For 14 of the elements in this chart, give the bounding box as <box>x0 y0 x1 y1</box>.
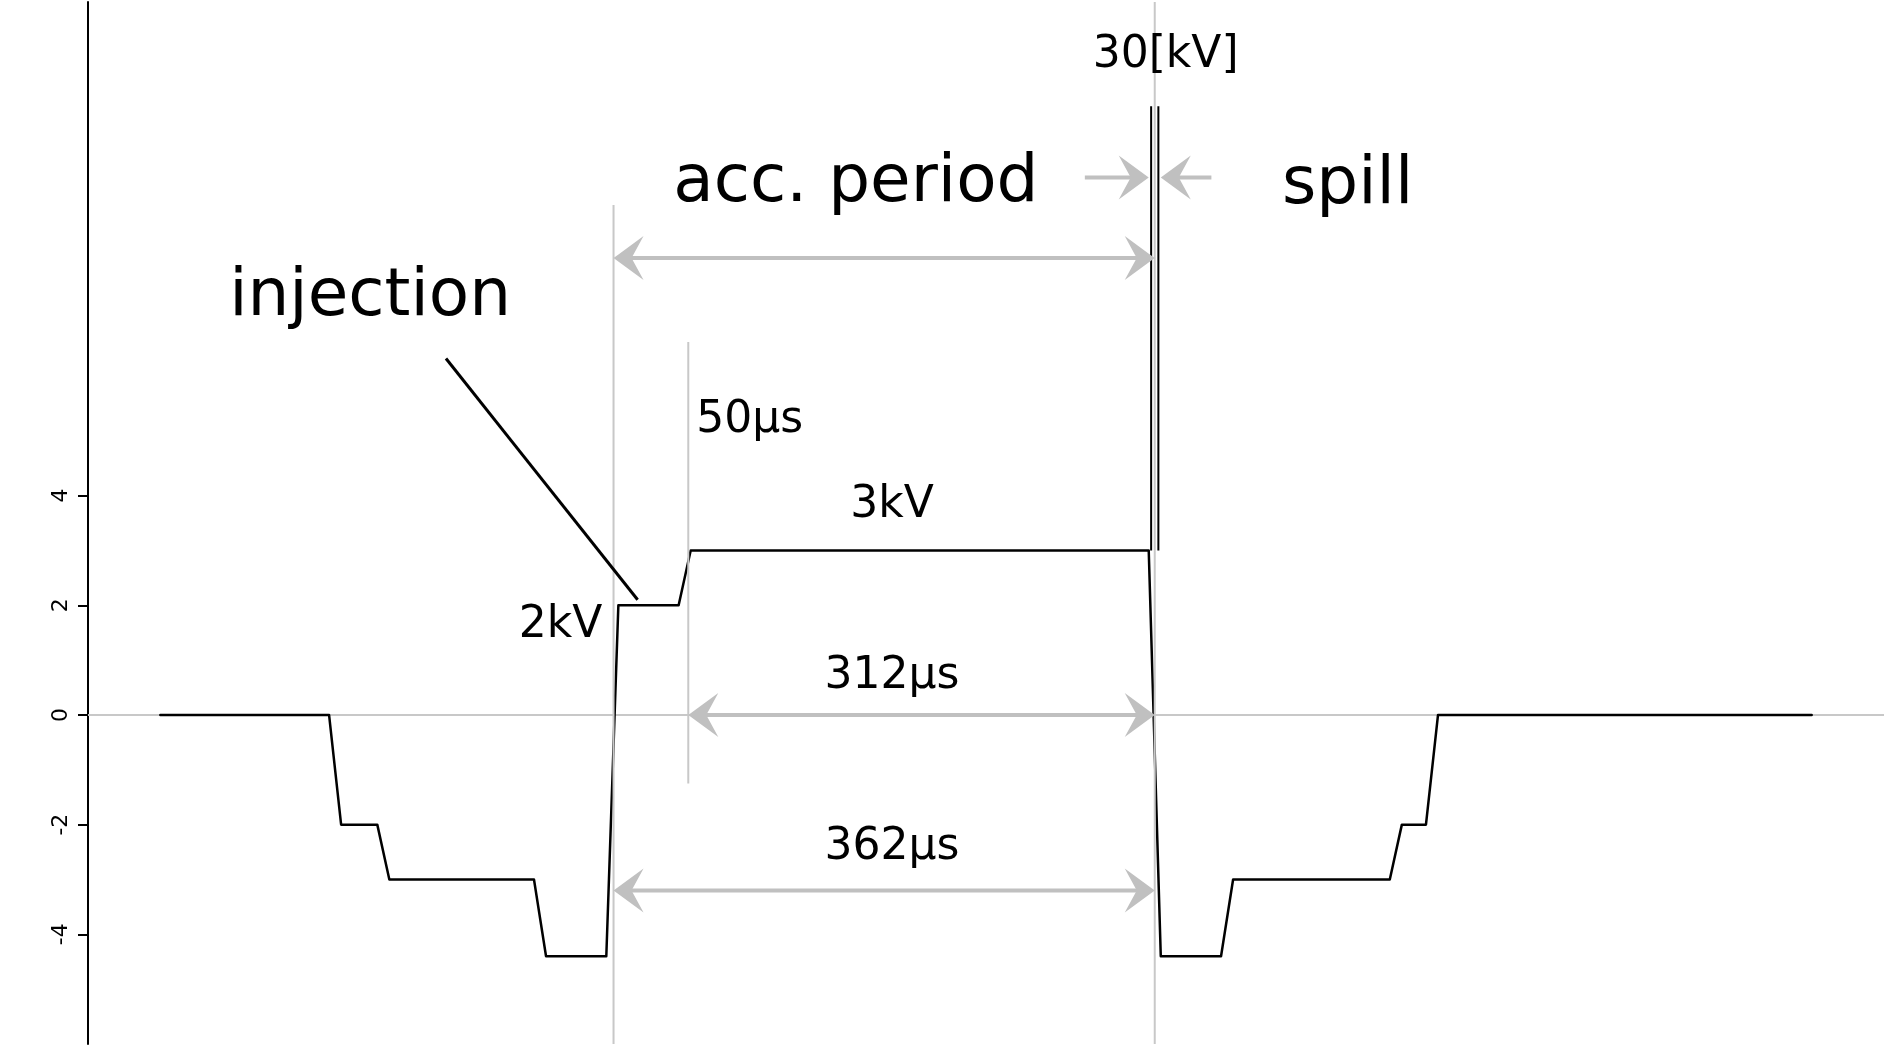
annotation: 362µs <box>824 818 960 870</box>
y-tick-label: 0 <box>46 707 72 722</box>
annotation: acc. period <box>673 140 1039 218</box>
annotation: 312µs <box>824 647 960 699</box>
y-tick-label: -2 <box>46 813 72 836</box>
annotation: 50µs <box>696 390 804 442</box>
y-tick-label: -4 <box>46 923 72 946</box>
y-tick-label: 2 <box>46 598 72 613</box>
annotation: injection <box>229 254 511 332</box>
annotation: 3kV <box>850 475 934 527</box>
annotation: spill <box>1281 142 1414 220</box>
y-tick-label: 4 <box>46 488 72 503</box>
annotation: 2kV <box>518 596 603 648</box>
annotation: 30[kV] <box>1092 25 1239 77</box>
